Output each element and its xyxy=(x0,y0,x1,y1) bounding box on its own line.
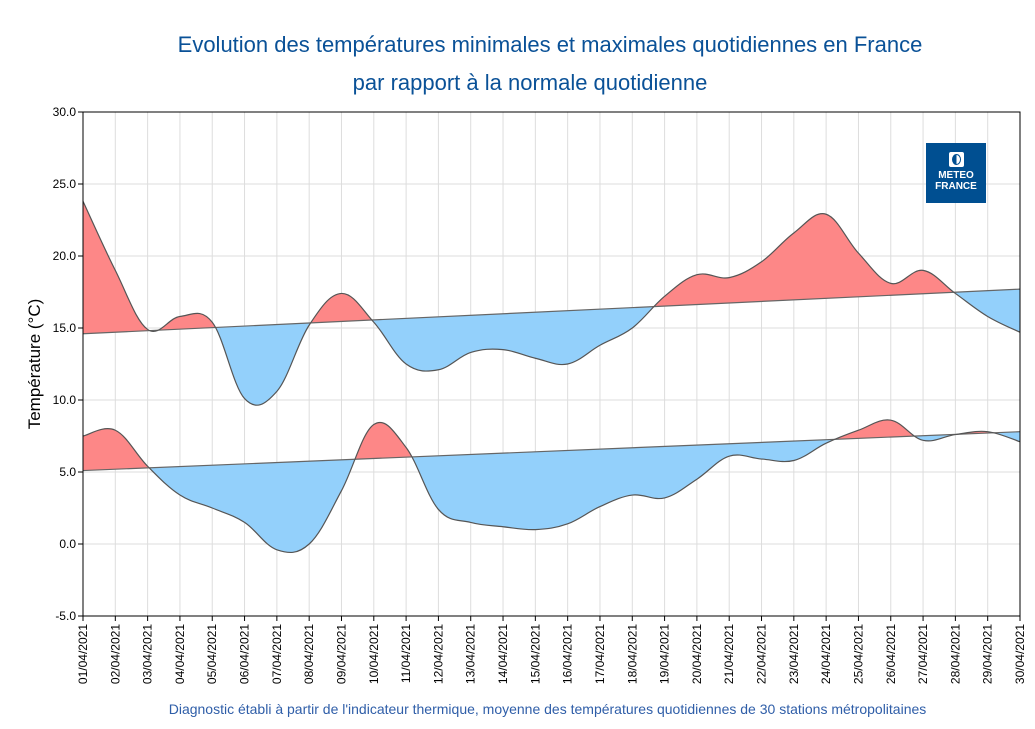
x-tick-label: 28/04/2021 xyxy=(948,624,962,684)
x-tick-label: 19/04/2021 xyxy=(658,624,672,684)
logo-icon xyxy=(948,152,964,167)
normal-line xyxy=(82,288,1021,335)
x-tick-label: 27/04/2021 xyxy=(916,624,930,684)
x-tick-label: 08/04/2021 xyxy=(302,624,316,684)
x-tick-label: 21/04/2021 xyxy=(722,624,736,684)
x-tick-label: 06/04/2021 xyxy=(238,624,252,684)
y-tick-label: 25.0 xyxy=(53,177,77,191)
temperature-line xyxy=(82,201,1021,406)
x-tick-label: 04/04/2021 xyxy=(173,624,187,684)
y-tick-label: 20.0 xyxy=(53,249,77,263)
x-tick-label: 09/04/2021 xyxy=(334,624,348,684)
x-tick-label: 02/04/2021 xyxy=(108,624,122,684)
y-tick-label: 15.0 xyxy=(53,321,77,335)
x-tick-label: 13/04/2021 xyxy=(464,624,478,684)
above-normal-area xyxy=(83,201,1020,334)
x-tick-label: 11/04/2021 xyxy=(399,624,413,683)
normal-line xyxy=(82,431,1021,472)
y-tick-label: 10.0 xyxy=(53,393,77,407)
y-tick-label: 30.0 xyxy=(53,105,77,119)
x-tick-label: 20/04/2021 xyxy=(690,624,704,684)
x-tick-label: 17/04/2021 xyxy=(593,624,607,684)
y-tick-label: 0.0 xyxy=(59,537,76,551)
x-tick-label: 01/04/2021 xyxy=(76,624,90,684)
meteo-france-logo: METEO FRANCE xyxy=(926,143,986,203)
below-normal-area xyxy=(83,431,1020,553)
y-tick-label: 5.0 xyxy=(59,465,76,479)
x-tick-label: 05/04/2021 xyxy=(205,624,219,684)
x-tick-label: 22/04/2021 xyxy=(755,624,769,684)
x-tick-label: 10/04/2021 xyxy=(367,624,381,684)
x-tick-label: 03/04/2021 xyxy=(141,624,155,684)
logo-text-1: METEO xyxy=(938,170,974,181)
x-tick-label: 14/04/2021 xyxy=(496,624,510,684)
below-normal-area xyxy=(83,289,1020,406)
x-tick-label: 07/04/2021 xyxy=(270,624,284,684)
chart-title: Evolution des températures minimales et … xyxy=(177,32,923,57)
temperature-line xyxy=(82,419,1021,554)
plot-frame xyxy=(82,111,1021,617)
x-tick-label: 23/04/2021 xyxy=(787,624,801,684)
x-tick-label: 12/04/2021 xyxy=(431,624,445,684)
x-tick-label: 26/04/2021 xyxy=(884,624,898,684)
x-tick-label: 15/04/2021 xyxy=(528,624,542,684)
x-tick-label: 16/04/2021 xyxy=(561,624,575,684)
chart-footer: Diagnostic établi à partir de l'indicate… xyxy=(168,701,927,717)
y-tick-label: -5.0 xyxy=(55,609,76,623)
x-tick-label: 30/04/2021 xyxy=(1013,624,1027,684)
x-tick-label: 29/04/2021 xyxy=(981,624,995,684)
logo-text-2: FRANCE xyxy=(935,181,977,192)
x-tick-label: 25/04/2021 xyxy=(851,624,865,684)
chart-subtitle: par rapport à la normale quotidienne xyxy=(352,70,708,95)
x-tick-label: 24/04/2021 xyxy=(819,624,833,684)
x-tick-label: 18/04/2021 xyxy=(625,624,639,684)
y-axis-label: Température (°C) xyxy=(25,299,44,430)
